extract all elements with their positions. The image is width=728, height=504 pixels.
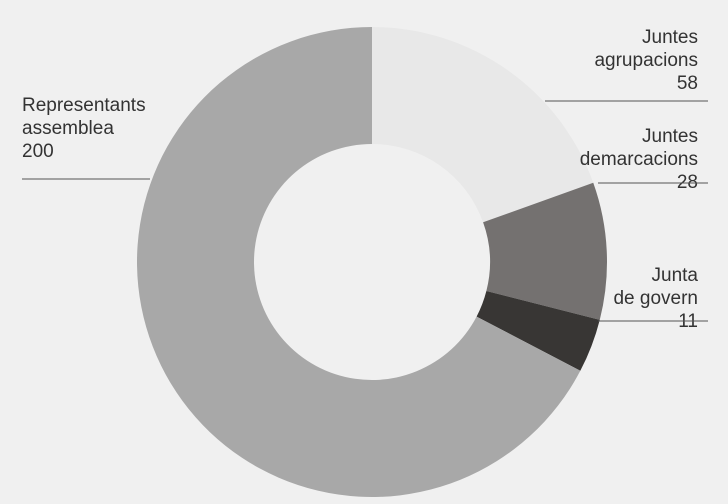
slice-labels: Juntesagrupacions58Juntesdemarcacions28J… [22, 27, 708, 332]
slice-junta-de-govern [476, 291, 600, 371]
data-label-value: 58 [677, 73, 698, 94]
data-label-text: de govern [613, 288, 698, 309]
data-label-text: Juntes [642, 126, 698, 147]
slice-juntes-demarcacions [483, 182, 607, 320]
donut-slices [136, 27, 607, 497]
slice-representants-assemblea [136, 27, 581, 497]
slice-juntes-agrupacions [372, 27, 594, 223]
data-label-text: Representants [22, 95, 146, 116]
data-label-text: agrupacions [594, 50, 698, 71]
data-label-value: 200 [22, 141, 54, 162]
data-label-text: Junta [652, 265, 699, 286]
data-label-text: assemblea [22, 118, 114, 139]
data-label-text: Juntes [642, 27, 698, 48]
data-label-text: demarcacions [580, 149, 698, 170]
